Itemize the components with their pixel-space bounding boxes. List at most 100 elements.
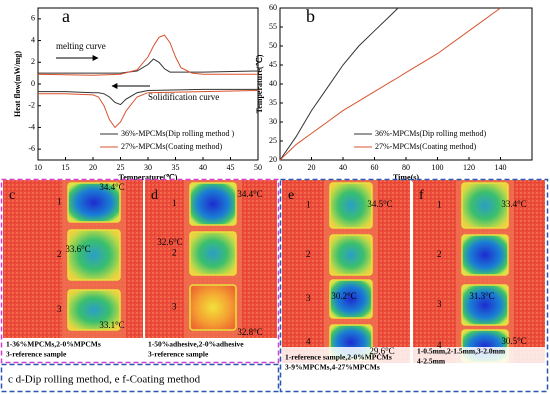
y-tick-label: 45	[269, 60, 277, 69]
sample-number: 2	[172, 248, 177, 258]
y-tick-label: 25	[269, 136, 277, 145]
series-line	[37, 34, 259, 129]
temperature-label: 30.5°C	[501, 336, 526, 346]
legend-label: 27%-MPCMs(Coating method)	[121, 142, 222, 151]
sample-block	[67, 229, 121, 281]
annotation: Solidification curve	[148, 92, 219, 102]
temperature-label: 30.2°C	[331, 291, 356, 301]
y-axis-label: Temperature(℃)	[255, 54, 264, 113]
sample-number: 3	[57, 304, 62, 314]
sample-block	[461, 182, 509, 229]
x-axis-label: Time(s)	[393, 173, 419, 182]
panel-label: f	[419, 188, 424, 203]
sample-block	[189, 231, 237, 276]
sample-number: 3	[437, 299, 442, 309]
temperature-label: 34.5°C	[367, 199, 392, 209]
series-line	[279, 7, 399, 161]
dashed-frame	[0, 178, 280, 364]
sample-number: 2	[57, 249, 62, 259]
x-tick-label: 20	[308, 163, 316, 172]
series-line	[279, 7, 501, 161]
x-tick-label: 20	[89, 163, 97, 172]
temperature-label: 34.4°C	[237, 189, 262, 199]
caption: 3-9%MPCMs,4-27%MPCMs	[285, 363, 380, 372]
x-axis-label: Temperature(℃)	[119, 173, 178, 182]
x-tick-label: 50	[254, 163, 262, 172]
footer: c d-Dip rolling method, e f-Coating meth…	[8, 374, 201, 386]
panel-label: c	[9, 188, 15, 203]
temperature-label: 33.6°C	[65, 244, 90, 254]
sample-block	[329, 234, 373, 276]
sample-block	[329, 279, 373, 319]
x-tick-label: 45	[227, 163, 235, 172]
sample-block	[67, 182, 121, 223]
y-tick-label: 4	[31, 35, 35, 44]
x-tick-label: 10	[34, 163, 42, 172]
sample-block	[189, 182, 237, 226]
y-tick-label: 35	[269, 98, 277, 107]
y-tick-label: 50	[269, 41, 277, 50]
x-tick-label: 40	[339, 163, 347, 172]
y-tick-label: -4	[28, 122, 35, 131]
temperature-label: 29.6°C	[369, 346, 394, 356]
x-tick-label: 140	[495, 163, 507, 172]
x-tick-label: 35	[172, 163, 180, 172]
x-tick-label: 0	[278, 163, 282, 172]
legend-label: 36%-MPCMs(Dip rolling method )	[121, 129, 234, 138]
sample-block	[189, 284, 237, 331]
sample-block	[461, 234, 509, 276]
y-tick-label: 2	[31, 57, 35, 66]
y-tick-label: 40	[269, 79, 277, 88]
y-tick-label: 20	[269, 155, 277, 164]
x-tick-label: 80	[402, 163, 410, 172]
temperature-label: 32.6°C	[157, 237, 182, 247]
dashed-frame	[0, 363, 280, 393]
caption-bg	[145, 338, 277, 362]
sample-number: 2	[306, 249, 311, 259]
legend-label: 36%-MPCMs(Dip rolling method)	[375, 129, 486, 138]
temperature-label: 32.8°C	[237, 327, 262, 337]
caption-bg	[413, 347, 545, 365]
sample-number: 1	[57, 197, 62, 207]
caption: 1-36%MPCMs,2-0%MPCMs	[6, 340, 101, 349]
x-tick-label: 60	[371, 163, 379, 172]
caption: 1-50%adhesive,2-0%adhesive	[148, 340, 244, 349]
temperature-label: 33.4°C	[501, 199, 526, 209]
caption-bg	[282, 347, 410, 365]
x-tick-label: 25	[117, 163, 125, 172]
y-tick-label: 30	[269, 117, 277, 126]
panel-label: b	[306, 6, 315, 26]
x-tick-label: 100	[432, 163, 444, 172]
temperature-label: 34.4°C	[99, 182, 124, 192]
x-tick-label: 120	[463, 163, 475, 172]
temperature-label: 33.1°C	[99, 320, 124, 330]
caption: 3-reference sample	[6, 350, 67, 359]
y-tick-label: 0	[31, 79, 35, 88]
sample-number: 1	[437, 200, 442, 210]
panel-label: e	[288, 188, 294, 203]
legend-label: 27%-MPCMs(Coating method)	[375, 142, 476, 151]
y-axis-label: Heat flow(mW/mg)	[13, 51, 22, 117]
sample-number: 2	[437, 249, 442, 259]
sample-number: 3	[172, 302, 177, 312]
caption-bg	[3, 338, 143, 362]
sample-block	[329, 182, 373, 229]
y-tick-label: 55	[269, 22, 277, 31]
y-tick-label: -2	[28, 101, 35, 110]
y-tick-label: 6	[31, 14, 35, 23]
panel-label: d	[151, 188, 158, 203]
x-tick-label: 15	[62, 163, 70, 172]
sample-number: 4	[306, 337, 311, 347]
y-tick-label: 60	[269, 3, 277, 12]
y-tick-label: -6	[28, 144, 35, 153]
x-tick-label: 30	[144, 163, 152, 172]
caption: 1-0.5mm,2-1.5mm,3-2.0mm	[417, 347, 506, 356]
sample-number: 1	[306, 200, 311, 210]
caption: 3-reference sample	[148, 350, 209, 359]
annotation: melting curve	[56, 41, 106, 51]
sample-block	[67, 289, 121, 331]
panel-label: a	[62, 6, 70, 26]
x-tick-label: 40	[199, 163, 207, 172]
temperature-label: 31.3°C	[469, 291, 494, 301]
